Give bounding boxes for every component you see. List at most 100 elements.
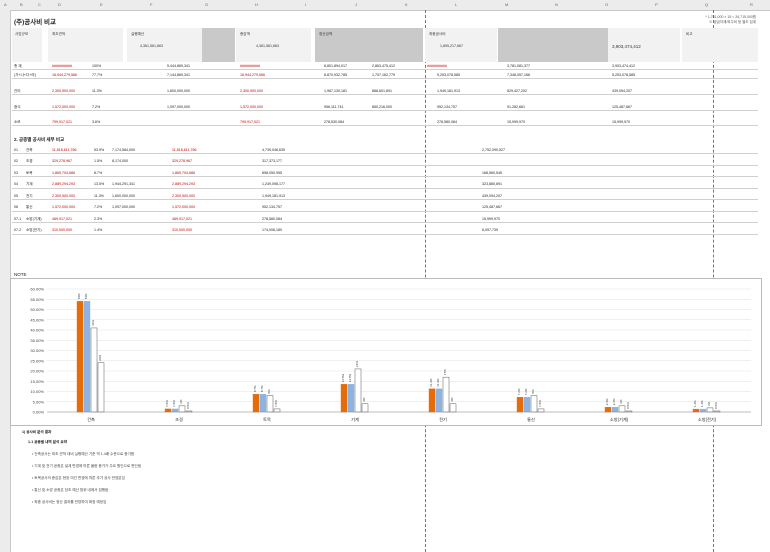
row-label: 소방(전기) bbox=[26, 228, 42, 232]
table-row[interactable]: 소모 799,917,021 3.6% 799,917,021 278,530,… bbox=[12, 118, 758, 126]
cell: 11.3% bbox=[94, 193, 104, 198]
header-label: 정산금액 bbox=[319, 32, 333, 36]
x-tick-label: 건축 bbox=[87, 416, 95, 423]
cell: 2,300,900,000 bbox=[52, 88, 75, 93]
cell: 898,050,955 bbox=[262, 170, 282, 175]
cell: 2.3% bbox=[94, 216, 103, 221]
section-title: 2. 공종별 공사비 세부 비교 bbox=[14, 137, 65, 142]
cell: 329,278,967 bbox=[172, 159, 192, 163]
bar-최종공사비 bbox=[97, 362, 105, 413]
bar-정산금액 bbox=[178, 405, 186, 413]
table-row[interactable]: 03 토목 1,869,704,686 1,869,704,686 898,050,95… bbox=[12, 169, 758, 177]
y-tick-label: 20.00% bbox=[30, 369, 44, 374]
table-row[interactable]: 07-2 소방(전기) 310,000,000 310,000,000 174,006,… bbox=[12, 227, 758, 235]
data-label: 1.4% bbox=[700, 400, 704, 407]
y-tick-label: 35.00% bbox=[30, 338, 44, 343]
cell: 15,999,970 bbox=[612, 119, 630, 124]
cell: 1,572,000,000 bbox=[172, 205, 195, 209]
cell: ########## bbox=[240, 63, 260, 68]
table-row[interactable]: 02 조경 329,278,967 8,174,000 329,278,967 317,3… bbox=[12, 158, 758, 166]
data-label: 11.3% bbox=[429, 378, 433, 387]
cell: 439,094,207 bbox=[612, 88, 632, 93]
cell: 8,801,894,017 bbox=[324, 63, 347, 68]
cell: 3,903,474,412 bbox=[612, 63, 635, 68]
header-gray-block bbox=[202, 28, 235, 62]
bar-정산금액 bbox=[530, 395, 538, 413]
table-row[interactable]: 06 통신 1,572,000,000 1,097,000,000 1,572,000,… bbox=[12, 204, 758, 212]
data-label: 2.3% bbox=[605, 398, 609, 405]
row-number: 05 bbox=[14, 193, 18, 198]
cell: 6,097,739 bbox=[482, 228, 498, 232]
bar-정산금액 bbox=[706, 407, 714, 413]
row-label: 중식 bbox=[14, 104, 21, 109]
header-group-scale bbox=[12, 28, 42, 62]
x-tick-label: 토목 bbox=[263, 417, 271, 423]
x-tick-label: 기계 bbox=[351, 416, 359, 423]
y-tick-label: 25.00% bbox=[30, 358, 44, 363]
cell: 1,572,000,000 bbox=[52, 205, 75, 209]
data-label: 0.5% bbox=[714, 402, 718, 409]
note-label: NOTE bbox=[14, 272, 27, 277]
bar-실행예산 bbox=[611, 407, 619, 413]
cell: 2,889,294,293 bbox=[172, 182, 195, 186]
table-row[interactable]: 07-1 소방(기계) 489,917,021 489,917,021 278,580,… bbox=[12, 215, 758, 223]
row-number: 06 bbox=[14, 205, 18, 209]
cell: 174,006,180 bbox=[262, 228, 282, 232]
table-row[interactable]: 총 계 ########## 100% 5,444,869,341 ######… bbox=[12, 62, 758, 70]
cell: 952,134,757 bbox=[437, 104, 457, 109]
cell: 1,944,291,341 bbox=[112, 182, 135, 186]
cell: 850,216,000 bbox=[372, 104, 392, 109]
row-label: 조경 bbox=[26, 159, 33, 163]
cell: 529,427,202 bbox=[507, 88, 527, 93]
data-label: 17% bbox=[443, 369, 447, 375]
bar-최종공사비 bbox=[273, 408, 281, 413]
cell: 2,889,294,293 bbox=[52, 182, 75, 186]
cell: 1,869,704,686 bbox=[172, 170, 195, 175]
table-row[interactable]: 중식 1,572,000,000 7.2% 1,097,000,000 1,57… bbox=[12, 103, 758, 111]
chart-area[interactable]: 0.00% 5.00% 10.00% 15.00% 20.00% 25.00% 30.00%… bbox=[10, 278, 762, 426]
data-label: 2% bbox=[707, 401, 711, 406]
cell: 1.5% bbox=[94, 159, 103, 163]
cell: 278,580,084 bbox=[262, 216, 282, 221]
cell: 7,174,584,000 bbox=[112, 147, 135, 152]
header-group-remark bbox=[682, 28, 758, 62]
cell: ########## bbox=[52, 63, 72, 68]
table-row[interactable]: 01 건축 11,518,611,766 7,174,584,000 11,518,61… bbox=[12, 146, 758, 154]
table-row[interactable]: (가+나+다+라) 16,944,279,566 77.7% 7,144,869… bbox=[12, 71, 758, 79]
cell: 2,752,090,527 bbox=[482, 147, 505, 152]
cell: 1,707,162,779 bbox=[372, 72, 395, 77]
row-number: 01 bbox=[14, 147, 18, 152]
cell: 4,739,046,635 bbox=[262, 147, 285, 152]
header-label: 최종공사비 bbox=[429, 32, 446, 36]
cell: 16,944,279,566 bbox=[240, 72, 265, 77]
cell: 278,580,084 bbox=[437, 119, 457, 124]
cell: 11,518,611,766 bbox=[172, 147, 197, 152]
cell: 2,300,900,000 bbox=[52, 193, 75, 198]
data-label: 0.5% bbox=[626, 402, 630, 409]
row-label: 전기 bbox=[26, 193, 33, 198]
data-label: 8.7% bbox=[253, 385, 257, 392]
cell: 489,917,021 bbox=[52, 216, 72, 221]
bar-실행예산 bbox=[435, 388, 443, 413]
cell: 125,487,667 bbox=[612, 104, 632, 109]
y-tick-label: 40.00% bbox=[30, 328, 44, 333]
bar-최초견적 bbox=[516, 397, 524, 413]
cell: 5,253,078,585 bbox=[612, 72, 635, 77]
table-row[interactable]: 04 기계 2,889,294,293 1,944,291,341 2,889,294,… bbox=[12, 181, 758, 189]
table-row[interactable]: 관리 2,300,900,000 11.3% 1,600,000,000 2,3… bbox=[12, 87, 758, 95]
cell: 125,487,667 bbox=[482, 205, 502, 209]
data-label: 41% bbox=[91, 320, 95, 326]
header-group-final bbox=[425, 28, 497, 62]
cell: 952,134,757 bbox=[262, 205, 282, 209]
cell: 1,572,000,000 bbox=[240, 104, 263, 109]
bar-최초견적 bbox=[252, 393, 260, 413]
table-row[interactable]: 05 전기 2,300,900,000 1,600,000,000 2,300,900,… bbox=[12, 192, 758, 200]
y-tick-label: 60.00% bbox=[30, 287, 44, 292]
cell: 1,949,181,913 bbox=[262, 193, 285, 198]
header-gray-block bbox=[498, 28, 608, 62]
data-label: 24% bbox=[98, 354, 102, 360]
cell: 3.6% bbox=[92, 119, 101, 124]
cell: 1,869,704,686 bbox=[52, 170, 75, 175]
